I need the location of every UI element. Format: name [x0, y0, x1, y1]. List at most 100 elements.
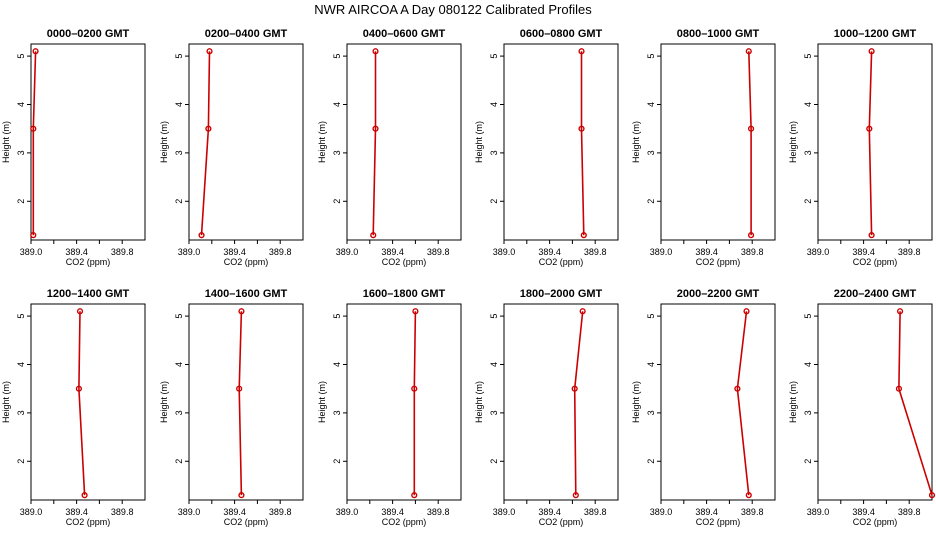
y-tick-label: 4	[174, 102, 184, 107]
data-point	[198, 232, 205, 239]
panel-title: 0000–0200 GMT	[47, 28, 130, 40]
y-tick-label: 2	[803, 459, 813, 464]
y-tick-label: 4	[646, 362, 656, 367]
y-tick-label: 2	[16, 459, 26, 464]
profile-line	[238, 311, 243, 496]
y-tick-label: 3	[803, 150, 813, 155]
y-tick-label: 4	[174, 362, 184, 367]
y-axis-label: Height (m)	[317, 121, 327, 163]
y-axis-label: Height (m)	[159, 381, 169, 423]
plot-frame	[30, 43, 146, 241]
x-tick-label: 389.0	[336, 507, 359, 517]
profile-panel-12: 2200–2400 GMT 389.0 389.4 389.8 2 3 4 5 CO2 (ppm…	[788, 288, 936, 527]
y-tick-label: 3	[332, 150, 342, 155]
data-point	[743, 308, 750, 315]
data-point	[928, 492, 936, 499]
x-axis-label: CO2 (ppm)	[853, 257, 898, 267]
profile-panel-4: 0600–0800 GMT 389.0 389.4 389.8 2 3 4 5 CO2 (ppm…	[474, 28, 619, 267]
plot-frame	[660, 43, 776, 241]
x-axis-label: CO2 (ppm)	[696, 257, 741, 267]
panel-title: 1000–1200 GMT	[834, 28, 917, 40]
panel-title: 1400–1600 GMT	[205, 288, 288, 300]
y-tick-label: 4	[803, 362, 813, 367]
x-tick-label: 389.4	[852, 507, 875, 517]
figure-title: NWR AIRCOA A Day 080122 Calibrated Profi…	[314, 2, 592, 17]
data-point	[747, 232, 755, 239]
x-axis-label: CO2 (ppm)	[382, 257, 427, 267]
x-tick-label: 389.8	[898, 507, 921, 517]
data-point	[205, 125, 212, 132]
x-tick-label: 389.8	[427, 247, 450, 257]
y-tick-label: 2	[332, 199, 342, 204]
y-tick-label: 4	[489, 362, 499, 367]
data-point	[411, 385, 418, 392]
profile-line	[748, 51, 752, 236]
data-point	[734, 385, 741, 392]
panel-title: 0200–0400 GMT	[205, 28, 288, 40]
y-tick-label: 2	[16, 199, 26, 204]
data-point	[895, 385, 903, 392]
y-tick-label: 2	[489, 459, 499, 464]
panel-title: 0800–1000 GMT	[677, 28, 760, 40]
y-tick-label: 3	[16, 410, 26, 415]
panel-title: 0400–0600 GMT	[363, 28, 446, 40]
x-tick-label: 389.8	[269, 507, 292, 517]
data-point	[578, 48, 585, 55]
y-tick-label: 4	[16, 362, 26, 367]
y-tick-label: 5	[332, 54, 342, 59]
plot-frame	[346, 43, 462, 241]
data-point	[868, 48, 875, 55]
x-axis-label: CO2 (ppm)	[382, 517, 427, 527]
y-tick-label: 3	[174, 410, 184, 415]
data-point	[372, 125, 379, 132]
data-point	[868, 232, 875, 239]
data-point	[578, 125, 585, 132]
y-tick-label: 5	[174, 314, 184, 319]
profile-panel-10: 1800–2000 GMT 389.0 389.4 389.8 2 3 4 5 CO2 (ppm…	[474, 288, 619, 527]
y-tick-label: 5	[16, 54, 26, 59]
y-tick-label: 4	[332, 102, 342, 107]
y-tick-label: 4	[803, 102, 813, 107]
plot-frame	[503, 303, 619, 501]
y-tick-label: 3	[489, 150, 499, 155]
y-axis-label: Height (m)	[159, 121, 169, 163]
y-tick-label: 4	[489, 102, 499, 107]
x-tick-label: 389.4	[381, 247, 404, 257]
x-tick-label: 389.4	[852, 247, 875, 257]
plot-frame	[817, 303, 933, 501]
y-tick-label: 5	[803, 314, 813, 319]
x-tick-label: 389.8	[111, 247, 134, 257]
x-tick-label: 389.4	[381, 507, 404, 517]
data-point	[81, 492, 88, 499]
x-tick-label: 389.8	[427, 507, 450, 517]
y-tick-label: 2	[174, 459, 184, 464]
x-tick-label: 389.0	[336, 247, 359, 257]
y-tick-label: 5	[646, 314, 656, 319]
x-axis-label: CO2 (ppm)	[539, 517, 584, 527]
x-tick-label: 389.4	[65, 247, 88, 257]
panel-title: 0600–0800 GMT	[520, 28, 603, 40]
y-axis-label: Height (m)	[474, 381, 484, 423]
x-tick-label: 389.0	[493, 507, 516, 517]
data-point	[238, 492, 245, 499]
profile-line	[868, 51, 873, 236]
profile-line	[32, 51, 37, 236]
profile-line	[736, 311, 750, 496]
y-axis-label: Height (m)	[317, 381, 327, 423]
y-tick-label: 3	[16, 150, 26, 155]
x-tick-label: 389.4	[538, 507, 561, 517]
panel-title: 1200–1400 GMT	[47, 288, 130, 300]
x-axis-label: CO2 (ppm)	[66, 517, 111, 527]
y-tick-label: 3	[332, 410, 342, 415]
y-tick-label: 3	[646, 410, 656, 415]
profile-panel-11: 2000–2200 GMT 389.0 389.4 389.8 2 3 4 5 CO2 (ppm…	[631, 288, 776, 527]
plot-frame	[188, 43, 304, 241]
panel-title: 2000–2200 GMT	[677, 288, 760, 300]
x-axis-label: CO2 (ppm)	[66, 257, 111, 267]
data-point	[745, 48, 752, 55]
y-tick-label: 3	[489, 410, 499, 415]
y-tick-label: 4	[16, 102, 26, 107]
profile-line	[580, 51, 585, 236]
data-point	[896, 308, 904, 315]
panel-title: 2200–2400 GMT	[834, 288, 917, 300]
